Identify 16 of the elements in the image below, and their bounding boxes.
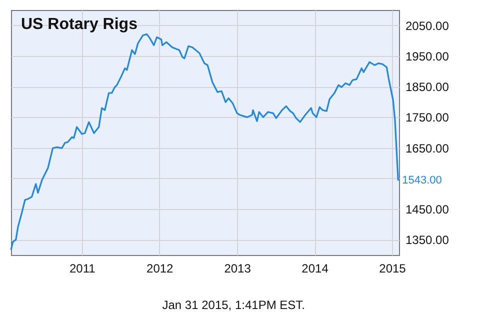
- y-tick-label: 1850.00: [406, 80, 450, 94]
- x-tick-label: 2011: [69, 262, 96, 276]
- x-tick-label: 2015: [379, 262, 406, 276]
- y-tick-label: 2050.00: [406, 18, 450, 33]
- line-series: [10, 33, 399, 251]
- text: Jan 31 2015, 1:41PM EST.: [162, 298, 305, 312]
- chart-title: US Rotary Rigs: [21, 16, 138, 33]
- x-tick-label: 2014: [302, 262, 329, 276]
- y-tick-label: 1450.00: [406, 202, 450, 217]
- x-tick-label: 2013: [224, 262, 252, 276]
- x-tick-label: 2012: [146, 262, 174, 276]
- y-tick-label: 1750.00: [406, 110, 450, 125]
- y-tick-label: 1950.00: [406, 49, 450, 64]
- y-tick-label: 1650.00: [406, 141, 450, 156]
- y-tick-label: 1350.00: [406, 233, 450, 248]
- annotation: 1543.00: [402, 174, 442, 187]
